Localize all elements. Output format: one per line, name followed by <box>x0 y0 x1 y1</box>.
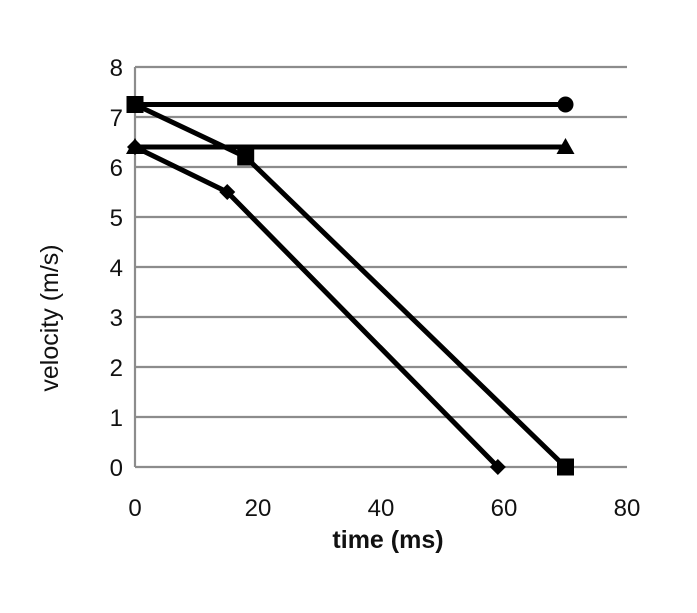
series-3-point-1-square-marker <box>126 96 144 113</box>
series-3-point-2-square-marker <box>237 148 255 166</box>
x-tick-label-60: 60 <box>491 495 518 522</box>
series-4-point-3-diamond-marker <box>489 459 506 475</box>
grid-lines <box>135 65 627 419</box>
y-tick-label-8: 8 <box>110 55 123 82</box>
axes <box>133 67 627 469</box>
y-tick-label-6: 6 <box>110 155 123 182</box>
x-tick-label-20: 20 <box>245 495 272 522</box>
y-tick-label-7: 7 <box>110 105 123 132</box>
y-tick-label-0: 0 <box>110 455 123 482</box>
x-axis-title: time (ms) <box>332 526 443 554</box>
y-tick-label-2: 2 <box>110 355 123 382</box>
series-2-triangle <box>126 138 575 154</box>
series-4-line <box>132 144 501 470</box>
series-1-point-2-circle-marker <box>557 96 574 113</box>
y-tick-label-3: 3 <box>110 305 123 332</box>
y-tick-label-4: 4 <box>110 255 123 282</box>
y-tick-label-1: 1 <box>110 405 123 432</box>
series-4-point-1-diamond-marker <box>127 139 143 155</box>
x-tick-label-0: 0 <box>128 495 141 522</box>
data-series <box>126 96 575 476</box>
series-1-circle <box>127 96 574 113</box>
series-4-diamond <box>127 139 506 475</box>
series-3-point-3-square-marker <box>557 458 574 476</box>
x-tick-label-40: 40 <box>368 495 395 522</box>
y-tick-label-5: 5 <box>110 205 123 232</box>
y-axis-title: velocity (m/s) <box>36 244 64 391</box>
x-tick-label-80: 80 <box>614 495 641 522</box>
series-3-line <box>132 102 568 470</box>
series-2-point-2-triangle-marker <box>556 138 575 154</box>
series-4-point-2-diamond-marker <box>219 184 236 200</box>
series-3-square <box>126 96 574 476</box>
